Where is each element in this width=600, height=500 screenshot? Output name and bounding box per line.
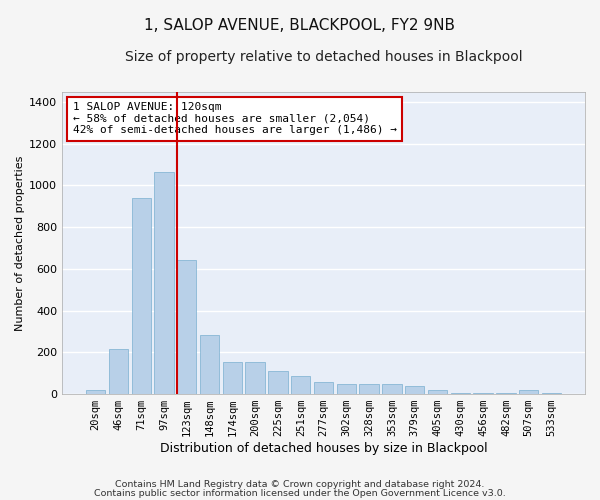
Title: Size of property relative to detached houses in Blackpool: Size of property relative to detached ho… xyxy=(125,50,523,64)
Y-axis label: Number of detached properties: Number of detached properties xyxy=(15,155,25,330)
Bar xyxy=(314,382,333,394)
Text: 1 SALOP AVENUE: 120sqm
← 58% of detached houses are smaller (2,054)
42% of semi-: 1 SALOP AVENUE: 120sqm ← 58% of detached… xyxy=(73,102,397,136)
X-axis label: Distribution of detached houses by size in Blackpool: Distribution of detached houses by size … xyxy=(160,442,487,455)
Bar xyxy=(177,260,196,394)
Bar xyxy=(519,390,538,394)
Bar xyxy=(337,384,356,394)
Bar xyxy=(359,384,379,394)
Text: 1, SALOP AVENUE, BLACKPOOL, FY2 9NB: 1, SALOP AVENUE, BLACKPOOL, FY2 9NB xyxy=(145,18,455,32)
Bar xyxy=(451,393,470,394)
Text: Contains public sector information licensed under the Open Government Licence v3: Contains public sector information licen… xyxy=(94,490,506,498)
Bar xyxy=(496,393,515,394)
Bar xyxy=(131,198,151,394)
Bar xyxy=(154,172,173,394)
Bar xyxy=(473,393,493,394)
Bar xyxy=(245,362,265,394)
Bar xyxy=(86,390,105,394)
Bar xyxy=(109,349,128,394)
Text: Contains HM Land Registry data © Crown copyright and database right 2024.: Contains HM Land Registry data © Crown c… xyxy=(115,480,485,489)
Bar xyxy=(200,334,219,394)
Bar xyxy=(405,386,424,394)
Bar xyxy=(428,390,447,394)
Bar xyxy=(291,376,310,394)
Bar xyxy=(223,362,242,394)
Bar xyxy=(542,393,561,394)
Bar xyxy=(382,384,401,394)
Bar xyxy=(268,371,287,394)
